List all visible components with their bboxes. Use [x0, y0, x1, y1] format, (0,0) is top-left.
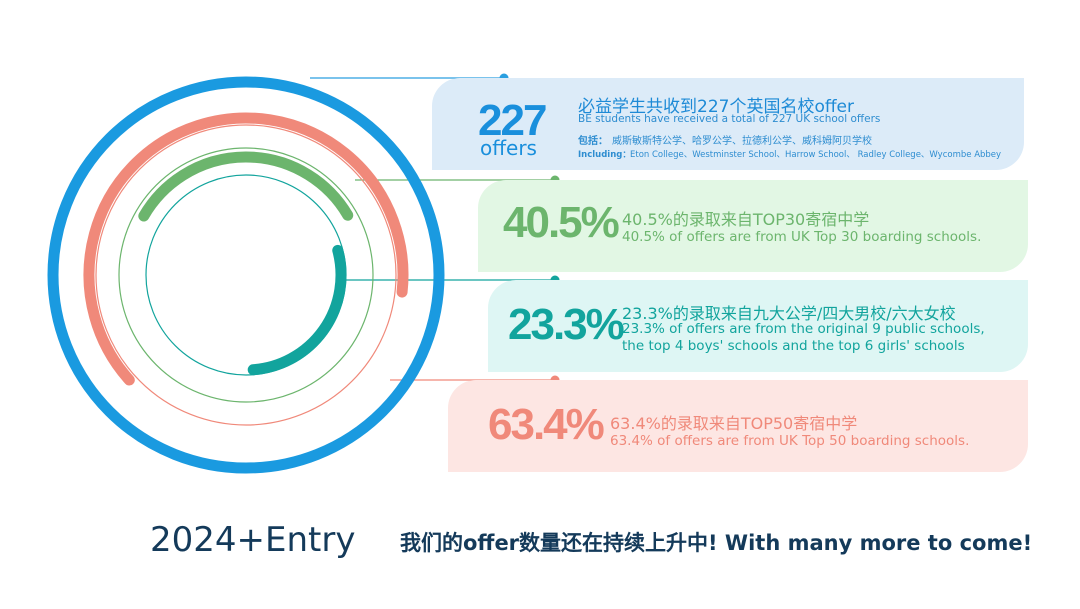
card-nine-schools [488, 280, 1028, 372]
card-top30 [478, 180, 1028, 272]
entry-year: 2024+Entry [150, 520, 356, 560]
includes-cn-text: 威斯敏斯特公学、哈罗公学、拉德利公学、威科姆阿贝学校 [612, 136, 872, 147]
guide-ring-top50 [95, 124, 397, 426]
arc-nine [247, 244, 347, 376]
includes-en-label: Including： [578, 150, 631, 160]
nine-schools-text-en-line1: 23.3% of offers are from the original 9 … [622, 321, 985, 337]
top30-text-cn: 40.5%的录取来自TOP30寄宿中学 [622, 210, 870, 229]
nine-schools-text-cn: 23.3%的录取来自九大公学/四大男校/六大女校 [622, 304, 956, 323]
ring-total [47, 76, 445, 474]
card-top50 [448, 380, 1028, 472]
ring-group [47, 76, 445, 474]
total-offers-unit: offers [480, 136, 537, 160]
top30-percent: 40.5% [503, 198, 620, 247]
includes-cn-label: 包括： [578, 136, 608, 147]
includes-en-text: Eton College、Westminster School、Harrow S… [630, 150, 1002, 160]
total-offers-title-en: BE students have received a total of 227… [578, 113, 881, 125]
footer-note: 我们的offer数量还在持续上升中! With many more to com… [400, 531, 1033, 555]
top50-text-en: 63.4% of offers are from UK Top 50 board… [610, 433, 970, 449]
top30-text-en: 40.5% of offers are from UK Top 30 board… [622, 229, 982, 245]
top50-percent: 63.4% [488, 400, 605, 449]
total-offers-number: 227 [478, 96, 547, 145]
guide-ring-top30 [118, 147, 374, 403]
card-total-offers [432, 78, 1024, 170]
top50-text-cn: 63.4%的录取来自TOP50寄宿中学 [610, 414, 858, 433]
arc-top50 [83, 112, 409, 386]
nine-schools-percent: 23.3% [508, 300, 625, 349]
arc-top30 [138, 151, 354, 222]
total-offers-title-cn: 必益学生共收到227个英国名校offer [578, 97, 855, 117]
nine-schools-text-en-line2: the top 4 boys' schools and the top 6 gi… [622, 338, 965, 354]
